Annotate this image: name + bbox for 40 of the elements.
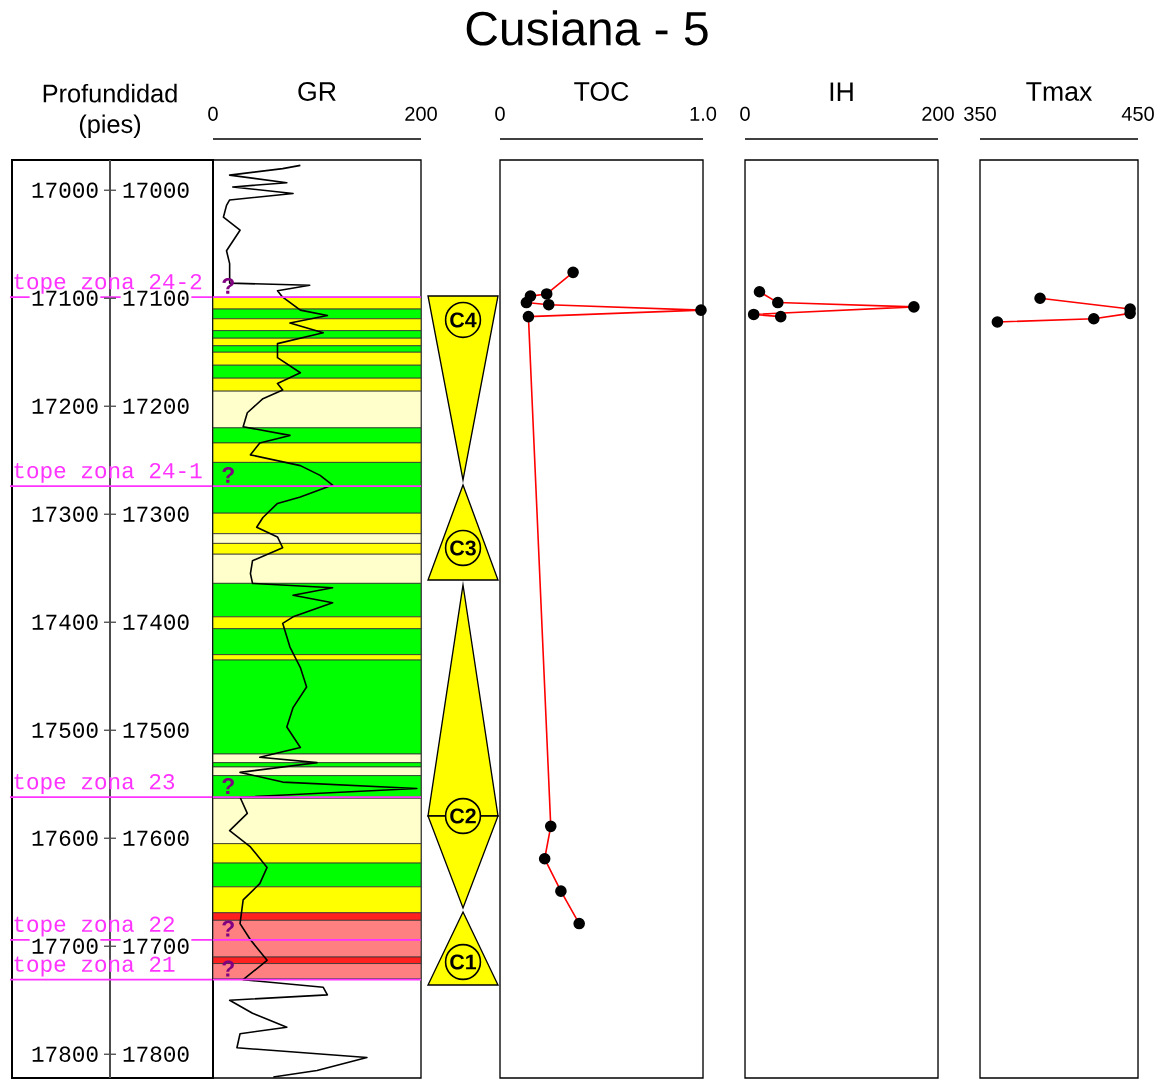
y2-tick-label: 17400 <box>123 614 189 630</box>
x-tick-label: 0 <box>740 106 750 121</box>
annotation: ? <box>222 467 234 483</box>
y-tick-label: 17800 <box>32 1046 98 1062</box>
x-tick-label: 200 <box>922 106 954 121</box>
text: C4 <box>450 312 477 328</box>
x-tick-label: 450 <box>1121 106 1154 121</box>
y2-tick-label: 17300 <box>123 506 189 522</box>
y-tick-label: 17300 <box>32 506 98 522</box>
annotation: ? <box>222 278 234 294</box>
y2-tick-label: 17100 <box>123 290 189 306</box>
y2-tick-label: 17800 <box>123 1046 189 1062</box>
text: C1 <box>450 954 477 970</box>
x-tick-label: 0 <box>208 106 218 121</box>
x-axis-title: Tmax <box>1026 82 1093 101</box>
y2-tick-label: 17600 <box>123 830 189 846</box>
y2-tick-label: 17700 <box>123 938 189 954</box>
y2-tick-label: 17200 <box>123 398 189 414</box>
x-tick-label: 0 <box>495 106 505 121</box>
text: C2 <box>450 808 476 824</box>
y2-tick-label: 17500 <box>123 722 189 738</box>
y-tick-label: 17700 <box>32 938 98 954</box>
y2-tick-label: 17000 <box>123 182 189 198</box>
x-tick-label: 200 <box>405 106 437 121</box>
annotation: ? <box>222 920 234 937</box>
x-axis-title: TOC <box>574 82 629 101</box>
x-axis-title: GR <box>298 82 336 101</box>
text: C3 <box>450 540 476 556</box>
text: Cusiana - 5 <box>466 10 708 46</box>
y-tick-label: 17000 <box>32 182 98 198</box>
annotation: ? <box>222 778 234 794</box>
x-tick-label: 350 <box>964 106 996 121</box>
x-tick-label: 1.0 <box>690 106 717 121</box>
y-tick-label: 17500 <box>32 722 98 738</box>
y-tick-label: 17400 <box>32 614 98 630</box>
annotation: ? <box>222 960 234 977</box>
y-tick-label: 17600 <box>32 830 98 846</box>
x-axis-title: IH <box>830 82 853 101</box>
y-axis-title: Profundidad (pies) <box>43 83 177 139</box>
y-tick-label: 17200 <box>32 398 98 414</box>
